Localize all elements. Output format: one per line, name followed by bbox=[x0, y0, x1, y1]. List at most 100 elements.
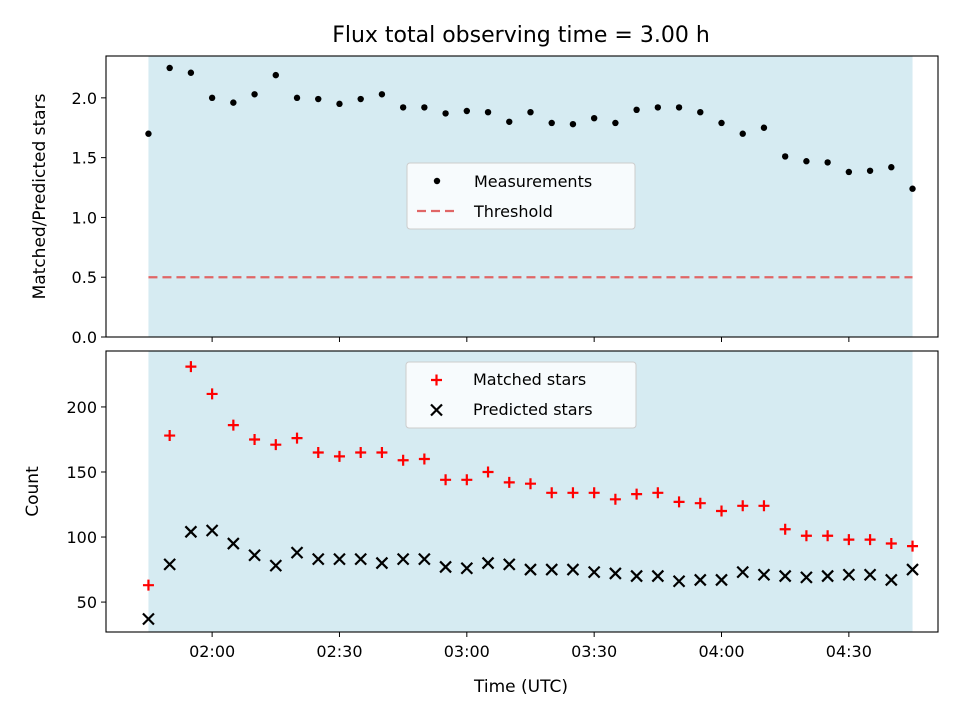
matched-star-point bbox=[227, 419, 239, 431]
measurement-point bbox=[506, 118, 513, 125]
predicted-star-point bbox=[800, 571, 813, 584]
legend-box bbox=[405, 361, 637, 429]
predicted-star-point bbox=[163, 558, 176, 571]
predicted-star-point bbox=[566, 563, 580, 576]
x-tick-label: 03:00 bbox=[444, 642, 490, 661]
predicted-star-point bbox=[587, 565, 601, 579]
x-tick-label: 04:30 bbox=[826, 642, 872, 661]
predicted-star-point bbox=[630, 569, 643, 583]
matched-star-point bbox=[631, 488, 643, 500]
matched-star-point bbox=[864, 534, 876, 546]
matched-star-point bbox=[907, 540, 919, 552]
y-tick-label: 0.5 bbox=[72, 268, 97, 287]
matched-star-point bbox=[270, 439, 282, 451]
matched-star-point bbox=[503, 476, 515, 488]
bottom-panel: 50 100 150 200 02:00 02:30 03:00 03:30 04:00 04:3… bbox=[23, 350, 939, 661]
measurement-point bbox=[697, 109, 704, 116]
matched-star-point bbox=[355, 446, 367, 458]
matched-star-point bbox=[800, 530, 812, 542]
measurement-point bbox=[378, 91, 386, 98]
matched-star-point bbox=[716, 505, 728, 517]
predicted-star-point bbox=[651, 569, 665, 583]
legend-label: Measurements bbox=[474, 172, 592, 191]
predicted-star-point bbox=[715, 573, 728, 587]
matched-star-point bbox=[737, 500, 749, 512]
legend-box bbox=[406, 162, 636, 230]
matched-star-point bbox=[524, 478, 536, 490]
x-axis-label: Time (UTC) bbox=[473, 677, 568, 697]
measurement-point bbox=[718, 119, 725, 127]
predicted-star-point bbox=[885, 573, 898, 587]
predicted-star-point bbox=[396, 552, 410, 566]
plot-frame bbox=[105, 55, 939, 338]
matched-star-point bbox=[142, 579, 154, 591]
measurement-point bbox=[803, 158, 810, 165]
matched-star-point bbox=[694, 497, 706, 509]
matched-star-point bbox=[567, 487, 579, 499]
measurement-point bbox=[654, 104, 662, 111]
measurement-point bbox=[442, 110, 449, 117]
predicted-star-point bbox=[842, 568, 856, 582]
measurement-point bbox=[272, 71, 279, 79]
matched-star-point bbox=[164, 430, 176, 442]
y-tick-label: 200 bbox=[66, 398, 97, 417]
measurement-point bbox=[463, 107, 471, 115]
measurement-point bbox=[845, 168, 853, 176]
y-tick-label: 2.0 bbox=[72, 89, 97, 108]
predicted-star-point bbox=[205, 524, 219, 537]
matched-star-point bbox=[546, 487, 558, 499]
measurement-point bbox=[208, 94, 216, 102]
measurement-point bbox=[484, 109, 492, 116]
predicted-star-point bbox=[502, 558, 516, 571]
matched-star-point bbox=[376, 446, 388, 458]
matched-star-point bbox=[482, 466, 494, 478]
legend-label: Threshold bbox=[473, 202, 553, 221]
predicted-star-point bbox=[227, 537, 240, 550]
predicted-star-point bbox=[460, 561, 474, 575]
predicted-star-point bbox=[269, 559, 283, 572]
predicted-star-point bbox=[439, 560, 452, 574]
matched-star-point bbox=[397, 454, 409, 466]
predicted-star-point bbox=[736, 565, 750, 579]
measurement-point bbox=[166, 64, 173, 72]
predicted-star-point bbox=[418, 552, 431, 566]
predicted-star-point bbox=[863, 568, 877, 582]
x-tick-label: 03:30 bbox=[571, 642, 617, 661]
x-tick-label: 02:30 bbox=[316, 642, 362, 661]
measurement-point bbox=[293, 94, 301, 102]
measurement-point bbox=[739, 130, 746, 137]
predicted-star-point bbox=[757, 568, 771, 582]
measurement-point bbox=[315, 95, 322, 103]
predicted-star-point bbox=[778, 569, 792, 583]
predicted-star-point bbox=[248, 548, 261, 562]
y-axis-label: Count bbox=[23, 466, 43, 517]
measurement-point bbox=[421, 104, 428, 111]
legend-label: Matched stars bbox=[473, 370, 586, 389]
matched-star-point bbox=[822, 530, 834, 542]
measurement-point bbox=[612, 119, 619, 127]
y-tick-label: 1.0 bbox=[72, 208, 97, 227]
predicted-star-point bbox=[354, 552, 367, 566]
predicted-star-point bbox=[290, 546, 304, 559]
measurement-point bbox=[781, 153, 789, 160]
y-axis-label: Matched/Predicted stars bbox=[30, 93, 50, 299]
y-tick-label: 100 bbox=[66, 528, 97, 547]
predicted-star-point bbox=[821, 569, 834, 583]
measurement-point bbox=[909, 185, 916, 192]
predicted-star-point bbox=[375, 556, 389, 570]
legend-measurement-marker bbox=[433, 177, 441, 185]
legend-predicted-marker bbox=[430, 403, 443, 417]
x-tick-label: 04:00 bbox=[698, 642, 744, 661]
matched-star-point bbox=[418, 453, 430, 465]
measurement-point bbox=[590, 114, 598, 122]
measurement-point bbox=[824, 159, 831, 166]
y-tick-label: 50 bbox=[77, 593, 97, 612]
predicted-star-point bbox=[672, 574, 686, 588]
y-tick-label: 150 bbox=[66, 463, 97, 482]
measurement-point bbox=[548, 119, 555, 127]
measurement-point bbox=[357, 95, 364, 103]
measurement-point bbox=[336, 100, 343, 108]
predicted-star-point bbox=[609, 567, 622, 580]
plot-frame bbox=[105, 350, 939, 633]
